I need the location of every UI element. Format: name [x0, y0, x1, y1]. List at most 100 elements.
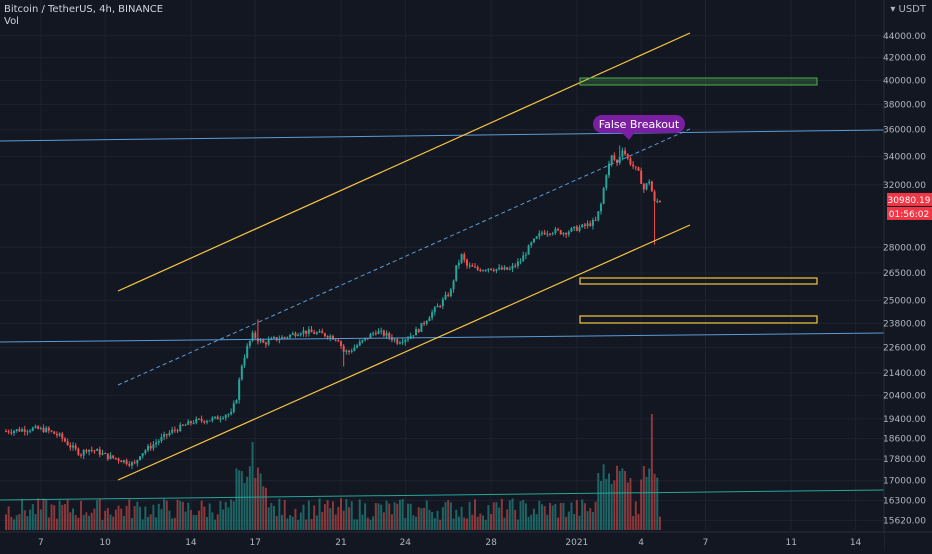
candle-body [490, 268, 493, 271]
volume-bar [597, 472, 600, 530]
candle-body [307, 329, 310, 334]
volume-bar [495, 502, 498, 530]
volume-bar [96, 500, 99, 530]
volume-bar [570, 502, 573, 530]
y-tick-label: 42000.00 [883, 54, 926, 64]
volume-bar [58, 500, 61, 530]
volume-bar [187, 502, 190, 530]
candle-body [112, 455, 115, 458]
candle-body [31, 427, 34, 431]
candle-body [214, 416, 217, 418]
candle-body [535, 236, 538, 239]
candle-body [120, 460, 123, 463]
candle-body [197, 418, 200, 420]
candle-body [200, 418, 203, 421]
candle-body [449, 289, 452, 297]
candle-body [471, 265, 474, 267]
candle-body [608, 163, 610, 176]
volume-bar [415, 516, 418, 530]
currency-selector[interactable]: ▾ USDT [890, 4, 926, 15]
y-tick-label: 20400.00 [883, 391, 926, 401]
volume-bar [476, 516, 479, 530]
volume-bar [624, 471, 627, 530]
volume-label[interactable]: Vol [4, 16, 19, 27]
volume-bar [610, 483, 613, 530]
candle-body [602, 188, 605, 204]
y-tick-label: 22600.00 [883, 343, 926, 353]
volume-bar [149, 514, 152, 530]
candle-body [436, 305, 439, 308]
volume-bar [452, 518, 455, 530]
candle-body [621, 150, 624, 157]
volume-bar [305, 519, 308, 530]
volume-bar [589, 508, 592, 530]
candle-body [487, 268, 490, 271]
candle-body [401, 342, 404, 344]
candle-body [500, 267, 503, 270]
volume-bar [45, 499, 48, 530]
candle-body [321, 331, 324, 334]
volume-bar [13, 519, 16, 530]
candle-body [348, 350, 351, 352]
volume-bar [616, 465, 619, 530]
price-tag-value: 30980.19 [888, 196, 931, 206]
x-tick-label: 4 [638, 538, 644, 548]
volume-bar [388, 503, 391, 530]
volume-bar [398, 499, 401, 530]
candle-body [50, 430, 53, 432]
candle-body [498, 267, 501, 270]
volume-bar [541, 504, 543, 530]
candle-body [396, 339, 399, 344]
candle-body [264, 342, 267, 345]
x-tick-label: 2021 [565, 538, 588, 548]
volume-bar [227, 507, 230, 530]
candle-body [299, 333, 302, 336]
symbol-title[interactable]: Bitcoin / TetherUS, 4h, BINANCE [4, 4, 164, 15]
volume-bar [72, 508, 74, 530]
volume-bar [275, 515, 278, 530]
volume-bar [618, 470, 621, 530]
target-zone [579, 77, 818, 86]
candle-body [624, 150, 627, 155]
volume-bar [546, 514, 549, 530]
channel-upper-line [117, 32, 691, 292]
y-tick-label: 40000.00 [883, 76, 926, 86]
volume-bar [342, 510, 345, 530]
volume-bar [549, 502, 552, 530]
volume-bar [139, 506, 141, 530]
x-tick-label: 21 [335, 538, 346, 548]
annotation-bubble [593, 115, 685, 133]
volume-bar [114, 509, 117, 530]
candle-body [506, 267, 509, 270]
volume-bar [232, 501, 235, 530]
volume-bar [270, 503, 273, 530]
candle-body [425, 321, 428, 324]
volume-bar [168, 510, 171, 530]
candle-body [546, 233, 549, 235]
volume-bar [122, 515, 125, 530]
volume-bar [482, 515, 485, 530]
candle-body [372, 333, 375, 335]
volume-bar [404, 517, 407, 530]
x-tick-label: 7 [38, 538, 44, 548]
volume-bar [543, 506, 546, 530]
candle-body [157, 440, 160, 443]
volume-bar [329, 508, 332, 530]
candle-body [610, 155, 613, 164]
candle-body [278, 339, 281, 341]
candle-body [369, 333, 372, 339]
candle-body [457, 262, 460, 266]
candle-body [415, 329, 418, 336]
volume-bar [565, 517, 568, 530]
candle-body [634, 166, 637, 168]
volume-bar [243, 482, 246, 530]
volume-bar [117, 505, 120, 530]
candle-body [653, 191, 656, 202]
candle-body [125, 460, 128, 465]
candle-body [377, 331, 380, 334]
volume-bar [120, 508, 123, 530]
volume-bar [522, 499, 525, 530]
candle-body [13, 430, 16, 434]
